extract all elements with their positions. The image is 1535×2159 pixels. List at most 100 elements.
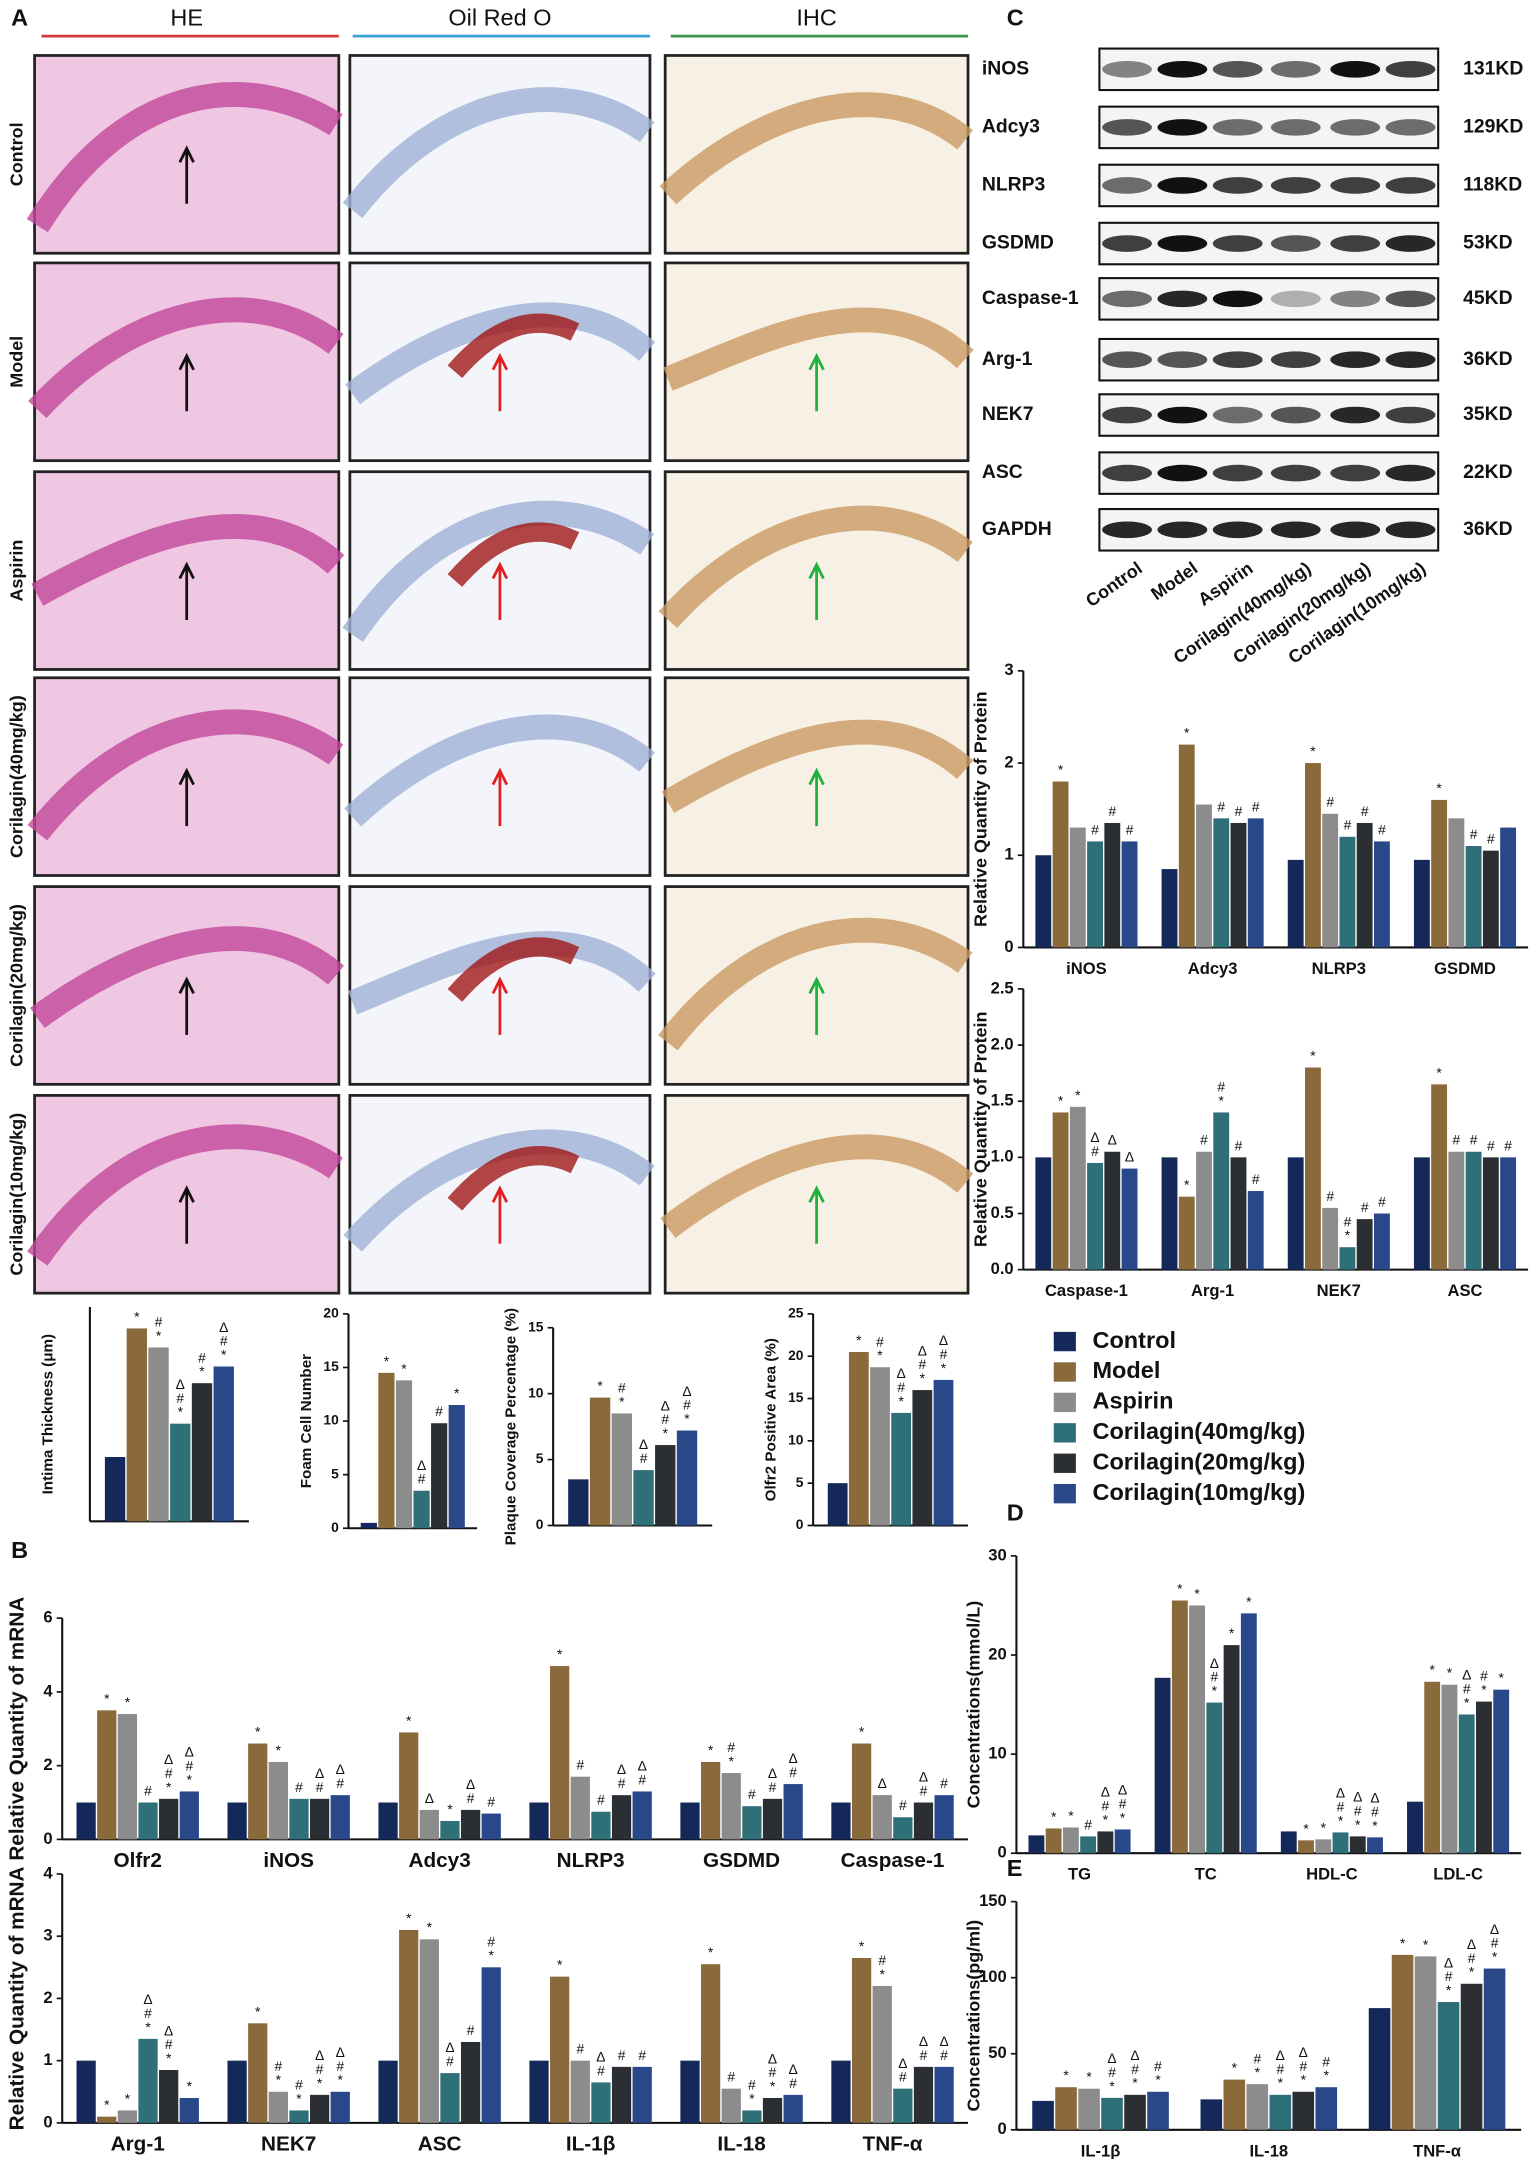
significance-mark: # [446,2053,454,2069]
arrow-head [178,561,195,580]
significance: Δ # [639,1436,648,1466]
y-tick-label: 2.5 [991,978,1014,997]
legend-swatch [1053,1483,1076,1504]
significance: * [1430,1661,1436,1677]
bar [117,2110,138,2123]
significance: # [1252,798,1260,814]
significance-mark: # [144,2005,152,2021]
significance: Δ # * [1336,1784,1345,1828]
y-tick-label: 1 [43,2050,52,2069]
significance-mark: * [877,1347,883,1363]
significance-mark: # [1252,1171,1260,1187]
size-label: 53KD [1463,232,1513,254]
significance: * [384,1352,390,1368]
bar [448,1404,465,1529]
bar [680,2060,700,2123]
significance: Δ # [466,1776,475,1806]
significance-mark: # [1361,803,1369,819]
significance: Δ # [939,2033,948,2063]
bar [632,1791,652,1840]
blot-band [1385,235,1436,252]
blot-band [1385,406,1436,424]
significance-mark: * [296,2090,302,2106]
significance: * [1232,2059,1238,2075]
bar [721,1773,741,1840]
y-tick-label: 1.0 [991,1147,1014,1166]
significance-mark: # [661,1411,669,1427]
bar [1367,1837,1383,1854]
significance-mark: Δ [919,1768,928,1784]
blot-band [1102,177,1152,194]
bar [179,2097,199,2123]
significance-mark: Δ [596,2048,605,2064]
significance-mark: # [920,1782,928,1798]
significance: Δ # * [164,2022,173,2066]
blot-band [1385,61,1436,78]
significance: # [1252,1171,1260,1187]
significance-mark: # [144,1782,152,1798]
bar [413,1490,430,1529]
y-tick-label: 15 [323,1358,339,1374]
y-tick-label: 0 [796,1516,804,1532]
significance-mark: * [317,2074,323,2090]
bar [1189,1605,1206,1854]
blot-band [1270,351,1321,369]
significance-mark: * [255,2003,261,2019]
column-header: Oil Red O [448,5,551,31]
significance-mark: * [1481,1681,1487,1697]
bar [1101,2097,1123,2130]
significance-mark: Δ [1336,1784,1345,1800]
x-tick-label: Arg-1 [111,2132,165,2155]
bar [872,1985,892,2123]
significance-mark: # [1487,1137,1495,1153]
bar [1161,869,1178,948]
significance-mark: # [1487,830,1495,846]
legend-swatch [1053,1331,1076,1352]
significance: # [597,1791,605,1807]
bar [1035,1157,1052,1270]
size-label: 36KD [1463,518,1513,540]
significance-mark: # [467,1789,475,1805]
blot-band [1102,351,1152,369]
blot-band [1270,406,1321,424]
significance: * [1423,1936,1429,1952]
significance-mark: Δ [1370,1789,1379,1805]
significance-mark: * [447,1801,453,1817]
bar [655,1445,676,1526]
x-tick-label: NLRP3 [557,1849,625,1872]
significance-mark: * [856,1332,862,1348]
row-label: Control [7,122,27,186]
tissue [663,307,974,391]
bar [1028,1835,1045,1854]
bar [1373,841,1390,948]
bar [1213,818,1230,948]
y-tick-label: 2.0 [991,1034,1014,1053]
significance-mark: # [1276,2061,1284,2077]
significance-mark: * [1120,1809,1126,1825]
significance: * [1058,1092,1064,1108]
significance: * [708,1742,714,1758]
tissue [343,1129,655,1252]
significance: # [1487,1137,1495,1153]
bar [1069,827,1086,948]
significance-mark: * [134,1308,140,1324]
bar [1287,859,1304,948]
significance-mark: * [619,1393,625,1409]
significance-mark: * [1086,2068,1092,2084]
tissue [658,505,973,629]
significance: # [1235,803,1243,819]
x-tick-label: Caspase-1 [841,1849,945,1872]
bar [783,2094,803,2123]
arrow-head [178,352,195,371]
significance: # [1504,1137,1512,1153]
significance-mark: # [727,2068,735,2084]
x-tick-label: IL-1β [1081,2141,1121,2159]
significance-mark: Δ [639,1436,648,1452]
y-tick-label: 15 [528,1318,544,1334]
legend-label: Corilagin(10mg/kg) [1092,1479,1305,1505]
bar [676,1430,698,1526]
significance: * [597,1377,603,1393]
significance-mark: Δ [1276,2047,1285,2063]
significance: # * [487,1933,495,1963]
